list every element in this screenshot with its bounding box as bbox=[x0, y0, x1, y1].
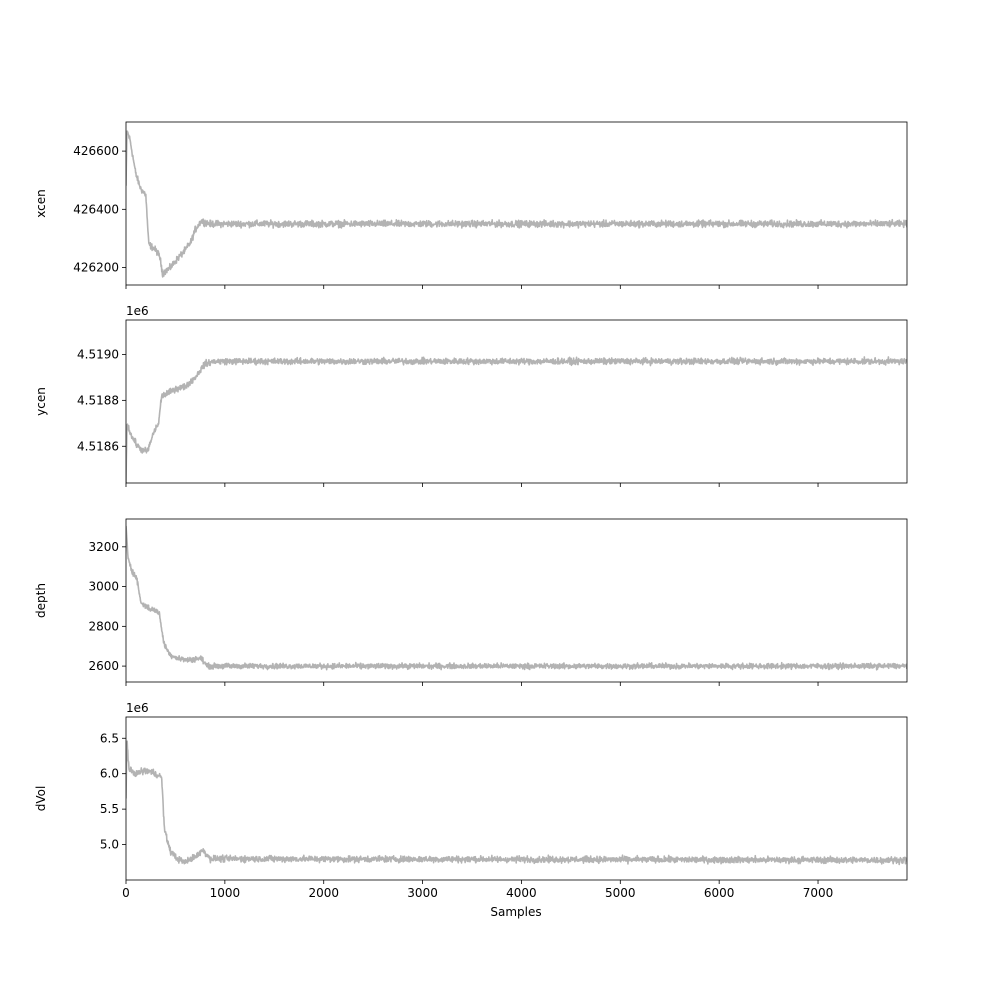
y-tick-label: 2600 bbox=[88, 659, 119, 673]
axes-frame bbox=[125, 716, 908, 881]
panel-ycen: 4.5186 4.5188 4.5190 1e6 ycen bbox=[34, 304, 908, 487]
y-tick-label: 4.5186 bbox=[77, 439, 119, 453]
y-tick-label: 426200 bbox=[73, 261, 119, 275]
y-axis-label-ycen: ycen bbox=[34, 387, 48, 416]
trace-line-xcen bbox=[126, 130, 907, 278]
trace-line-ycen bbox=[126, 356, 907, 483]
y-tick-label: 2800 bbox=[88, 619, 119, 633]
x-axis-label: Samples bbox=[490, 905, 541, 919]
x-tick-label: 7000 bbox=[803, 886, 834, 900]
trace-line-depth bbox=[126, 525, 907, 671]
axes-frame bbox=[125, 518, 908, 683]
y-tick-label: 4.5188 bbox=[77, 393, 119, 407]
y-tick-label: 3000 bbox=[88, 580, 119, 594]
x-tick-label: 2000 bbox=[308, 886, 339, 900]
y-tick-label: 426600 bbox=[73, 144, 119, 158]
panel-xcen: 426200 426400 426600 xcen bbox=[34, 121, 908, 289]
y-tick-label: 3200 bbox=[88, 540, 119, 554]
axes-frame bbox=[125, 121, 908, 286]
x-tick-label: 6000 bbox=[704, 886, 735, 900]
panel-dVol: 5.0 5.5 6.0 6.5 0 1000 2000 3000 4000 5000 6000 700… bbox=[34, 701, 908, 900]
panel-depth: 2600 2800 3000 3200 depth bbox=[34, 518, 908, 686]
x-tick-label: 1000 bbox=[210, 886, 241, 900]
y-tick-label: 5.0 bbox=[100, 838, 119, 852]
y-tick-label: 5.5 bbox=[100, 802, 119, 816]
panels: 426200 426400 426600 xcen 4.5186 4.5188 4.5190… bbox=[34, 121, 908, 900]
y-axis-label-xcen: xcen bbox=[34, 189, 48, 217]
y-axis-label-depth: depth bbox=[34, 583, 48, 618]
offset-text: 1e6 bbox=[126, 701, 149, 715]
x-tick-label: 3000 bbox=[407, 886, 438, 900]
x-tick-label: 4000 bbox=[506, 886, 537, 900]
offset-text: 1e6 bbox=[126, 304, 149, 318]
trace-line-dVol bbox=[126, 740, 907, 866]
axes-frame bbox=[125, 319, 908, 484]
y-tick-label: 6.0 bbox=[100, 767, 119, 781]
x-tick-label: 5000 bbox=[605, 886, 636, 900]
y-axis-label-dVol: dVol bbox=[34, 786, 48, 812]
y-tick-label: 6.5 bbox=[100, 731, 119, 745]
x-tick-label: 0 bbox=[122, 886, 130, 900]
y-tick-label: 426400 bbox=[73, 202, 119, 216]
y-tick-label: 4.5190 bbox=[77, 347, 119, 361]
